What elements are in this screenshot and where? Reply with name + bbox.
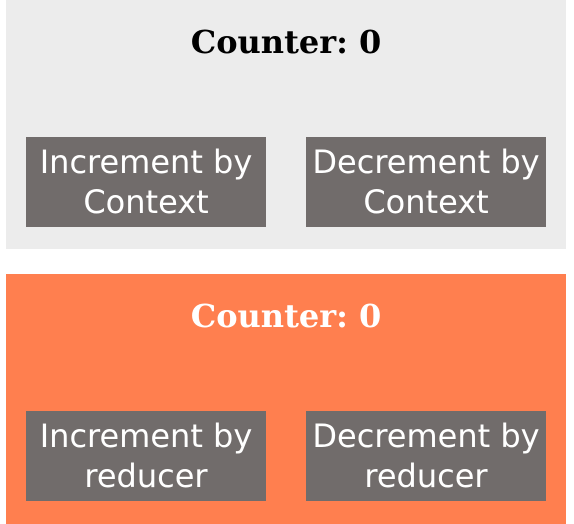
decrement-by-context-button[interactable]: Decrement by Context — [306, 137, 546, 227]
reducer-counter-label: Counter: — [190, 297, 360, 335]
increment-by-context-button[interactable]: Increment by Context — [26, 137, 266, 227]
increment-by-reducer-button[interactable]: Increment by reducer — [26, 411, 266, 501]
reducer-counter-panel: Counter: 0 Increment by reducer Decremen… — [6, 274, 566, 524]
context-counter-panel: Counter: 0 Increment by Context Decremen… — [6, 0, 566, 249]
decrement-by-reducer-button[interactable]: Decrement by reducer — [306, 411, 546, 501]
reducer-counter-heading: Counter: 0 — [6, 296, 566, 336]
context-counter-value: 0 — [359, 23, 382, 61]
reducer-counter-value: 0 — [359, 297, 382, 335]
context-counter-label: Counter: — [190, 23, 360, 61]
context-counter-heading: Counter: 0 — [6, 22, 566, 62]
